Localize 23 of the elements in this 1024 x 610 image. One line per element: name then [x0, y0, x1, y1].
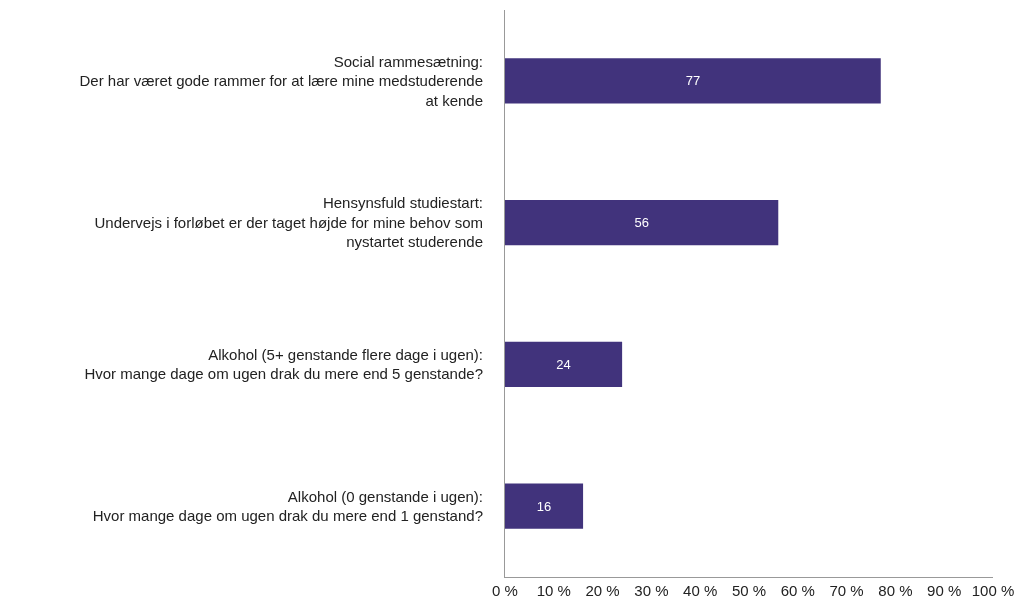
x-tick-label: 0 %	[492, 582, 518, 599]
data-label: 16	[536, 498, 552, 514]
x-tick-label: 50 %	[731, 582, 767, 599]
data-label: 56	[634, 215, 649, 231]
bar	[505, 483, 584, 529]
y-tick-label: Social rammesætning: Der har været gode rammer for at lære mine medstuderende at kende	[79, 52, 483, 109]
x-tick-label: 90 %	[927, 582, 962, 599]
data-label: 77	[685, 73, 701, 89]
x-tick-label: 30 %	[634, 582, 669, 599]
x-tick-label: 10 %	[536, 582, 571, 599]
bar	[505, 341, 623, 388]
bar	[505, 199, 779, 246]
x-tick-label: 40 %	[683, 582, 718, 599]
x-tick-label: 20 %	[585, 582, 620, 599]
x-tick-label: 70 %	[829, 582, 864, 599]
data-label: 24	[556, 356, 571, 372]
x-tick-label: 80 %	[878, 582, 913, 599]
y-tick-label: Alkohol (0 genstande i ugen): Hvor mange dage om ugen drak du mere end 1 genstand?	[92, 487, 483, 525]
y-tick-label: Hensynsfuld studiestart: Undervejs i forløbet er der taget højde for mine behov som nystartet studerende	[94, 194, 483, 251]
x-tick-label: 60 %	[780, 582, 815, 599]
x-tick-label: 100 %	[971, 582, 1015, 599]
y-tick-label: Alkohol (5+ genstande flere dage i ugen): Hvor mange dage om ugen drak du mere end 5 genstande?	[84, 345, 483, 383]
bar	[505, 58, 881, 104]
